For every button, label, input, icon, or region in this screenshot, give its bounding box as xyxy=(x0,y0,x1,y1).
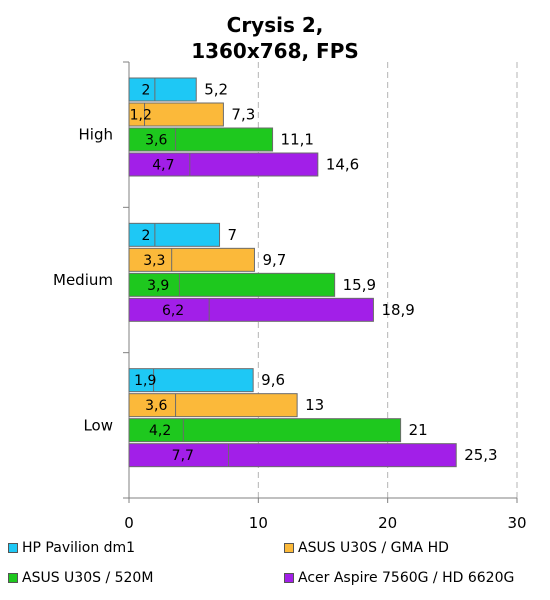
min-label-0-2: 1,9 xyxy=(134,373,156,389)
legend-item-hp: HP Pavilion dm1 xyxy=(8,540,135,556)
value-label-1-2: 13 xyxy=(305,396,324,414)
value-label-3-1: 18,9 xyxy=(381,301,414,319)
x-tick-label-3: 30 xyxy=(507,514,526,532)
category-label-low: Low xyxy=(83,416,113,434)
value-label-2-2: 21 xyxy=(409,421,428,439)
bars xyxy=(128,77,457,468)
value-label-1-1: 9,7 xyxy=(262,251,286,269)
chart-title-line-1: Crysis 2, xyxy=(227,13,324,37)
min-label-0-1: 2 xyxy=(141,228,150,244)
bar-0-1 xyxy=(128,222,221,247)
bar-1-1 xyxy=(128,247,255,272)
bar-0-0 xyxy=(128,77,197,102)
bar-2-0 xyxy=(128,127,274,152)
value-label-2-0: 11,1 xyxy=(281,131,314,149)
value-label-1-0: 7,3 xyxy=(231,106,255,124)
bar-0-2 xyxy=(128,368,254,393)
bar-1-0 xyxy=(128,102,224,127)
min-label-1-2: 3,6 xyxy=(145,398,167,414)
value-label-0-1: 7 xyxy=(228,226,238,244)
legend-item-asus-gma: ASUS U30S / GMA HD xyxy=(284,540,449,556)
bar-3-1 xyxy=(128,297,374,322)
legend-swatch-asus-gma xyxy=(284,543,294,553)
legend-label-hp: HP Pavilion dm1 xyxy=(22,540,136,556)
value-label-0-0: 5,2 xyxy=(204,81,228,99)
bar-chart: Crysis 2, 1360x768, FPS 0 10 20 30 High 2 5,2 1… xyxy=(53,13,527,533)
value-label-3-2: 25,3 xyxy=(464,446,497,464)
value-label-3-0: 14,6 xyxy=(326,156,359,174)
legend-swatch-acer xyxy=(284,573,294,583)
value-label-2-1: 15,9 xyxy=(343,276,376,294)
x-tick-label-0: 0 xyxy=(124,514,134,532)
labels: 0 10 20 30 High 2 5,2 1,2 7,3 3,6 11,1 4,7 14,6 Mediu… xyxy=(53,81,527,533)
legend-item-asus-520m: ASUS U30S / 520M xyxy=(8,570,153,586)
legend-label-asus-520m: ASUS U30S / 520M xyxy=(22,570,154,586)
legend: HP Pavilion dm1 ASUS U30S / GMA HD ASUS … xyxy=(0,536,550,596)
chart-title-line-2: 1360x768, FPS xyxy=(191,39,359,63)
min-label-2-1: 3,9 xyxy=(147,278,169,294)
min-label-1-0: 1,2 xyxy=(130,108,152,124)
legend-item-acer: Acer Aspire 7560G / HD 6620G xyxy=(284,570,514,586)
bar-2-2 xyxy=(128,418,402,443)
category-label-medium: Medium xyxy=(53,271,113,289)
value-label-0-2: 9,6 xyxy=(261,371,285,389)
x-tick-label-1: 10 xyxy=(249,514,268,532)
legend-label-acer: Acer Aspire 7560G / HD 6620G xyxy=(298,570,515,586)
legend-label-asus-gma: ASUS U30S / GMA HD xyxy=(298,540,449,556)
min-label-2-0: 3,6 xyxy=(145,133,167,149)
legend-swatch-hp xyxy=(8,543,18,553)
bar-3-2 xyxy=(128,443,457,468)
bar-1-2 xyxy=(128,393,298,418)
min-label-3-2: 7,7 xyxy=(172,448,194,464)
min-label-2-2: 4,2 xyxy=(149,423,171,439)
min-label-1-1: 3,3 xyxy=(143,253,165,269)
min-label-0-0: 2 xyxy=(141,83,150,99)
x-tick-label-2: 20 xyxy=(378,514,397,532)
min-label-3-0: 4,7 xyxy=(152,158,174,174)
min-label-3-1: 6,2 xyxy=(162,303,184,319)
bar-3-0 xyxy=(128,152,319,177)
bar-2-1 xyxy=(128,272,336,297)
legend-swatch-asus-520m xyxy=(8,573,18,583)
category-label-high: High xyxy=(79,126,113,144)
